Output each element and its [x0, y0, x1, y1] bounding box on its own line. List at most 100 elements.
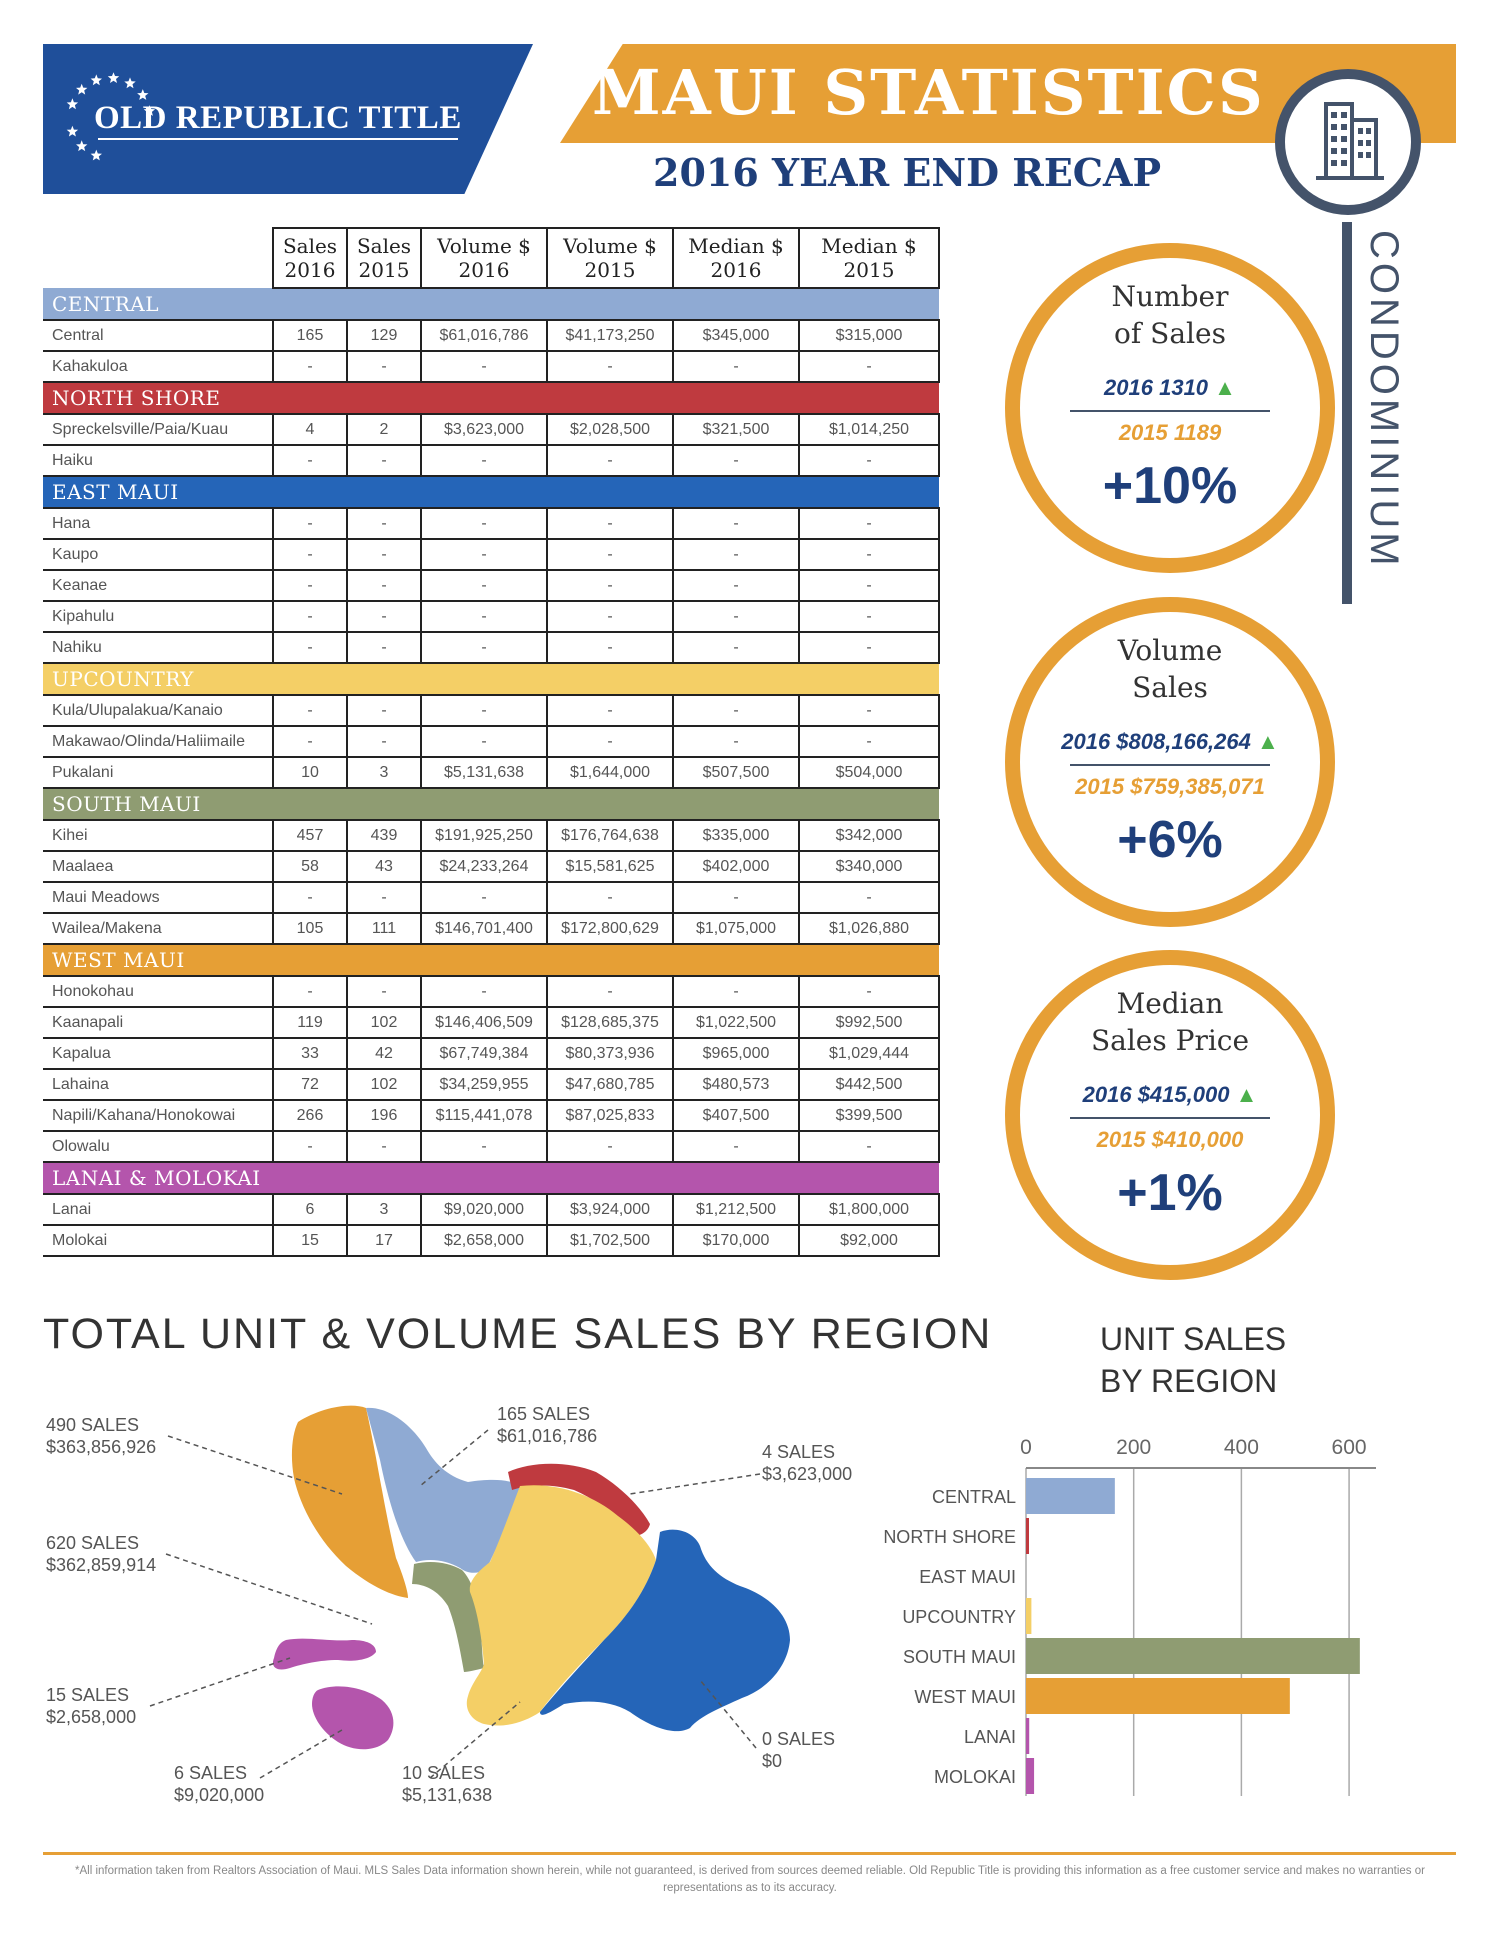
- stat-percent-change: +1%: [1117, 1164, 1223, 1222]
- table-cell: -: [672, 1130, 800, 1163]
- area-name: Maui Meadows: [43, 881, 274, 914]
- category-label: NORTH SHORE: [883, 1527, 1016, 1547]
- map-label-upcountry: 10 SALES $5,131,638: [402, 1763, 493, 1805]
- table-cell: 15: [272, 1224, 348, 1257]
- table-cell: 72: [272, 1068, 348, 1101]
- table-cell: 439: [346, 819, 422, 852]
- stat-divider: [1070, 410, 1270, 412]
- table-cell: -: [420, 507, 548, 540]
- table-header-row: Sales 2016 Sales 2015 Volume $2016 Volume $20…: [43, 227, 940, 289]
- table-cell: $342,000: [798, 819, 940, 852]
- table-row: Maalaea 58 43 $24,233,264 $15,581,625 $402,00…: [43, 850, 940, 883]
- logo-star: [137, 89, 149, 100]
- table-cell: -: [546, 975, 674, 1008]
- up-arrow-icon: ▲: [1256, 729, 1279, 754]
- table-row: Spreckelsville/Paia/Kuau 4 2 $3,623,000 $2,0…: [43, 413, 940, 446]
- stat-2016-value: 2016 $415,000 ▲: [1082, 1082, 1258, 1107]
- table-cell: -: [546, 694, 674, 727]
- table-cell: 105: [272, 912, 348, 945]
- table-cell: $1,075,000: [672, 912, 800, 945]
- area-name: Lahaina: [43, 1068, 274, 1101]
- table-row: Molokai 15 17 $2,658,000 $1,702,500 $170,000 $…: [43, 1224, 940, 1257]
- table-cell: -: [420, 975, 548, 1008]
- stat-percent-change: +10%: [1102, 457, 1238, 515]
- table-cell: -: [346, 569, 422, 602]
- stat-circle: Volume Sales 2016 $808,166,264 ▲ 2015 $759,…: [1005, 597, 1335, 927]
- table-cell: 165: [272, 319, 348, 352]
- area-name: Makawao/Olinda/Haliimaile: [43, 725, 274, 758]
- column-header: Median $2016: [672, 227, 800, 289]
- table-cell: -: [546, 881, 674, 914]
- bar-chart-title-line-2: BY REGION: [1100, 1363, 1278, 1399]
- area-name: Central: [43, 319, 274, 352]
- header-logo-banner: [43, 44, 533, 194]
- map-region-east-maui: [540, 1529, 790, 1732]
- table-cell: -: [672, 694, 800, 727]
- table-cell: -: [346, 694, 422, 727]
- table-cell: $992,500: [798, 1006, 940, 1039]
- region-name: UPCOUNTRY: [43, 663, 939, 695]
- table-row: Kaupo - - - - - -: [43, 538, 940, 571]
- table-cell: $507,500: [672, 756, 800, 789]
- table-cell: -: [420, 881, 548, 914]
- leader-line-upcountry: [429, 1701, 521, 1779]
- table-cell: $1,800,000: [798, 1193, 940, 1226]
- area-name: Kihei: [43, 819, 274, 852]
- bar: [1026, 1598, 1032, 1634]
- map-region-north-shore: [508, 1463, 650, 1536]
- table-row: Kahakuloa - - - - - -: [43, 350, 940, 383]
- map-region-central: [366, 1407, 520, 1573]
- leader-line-molokai: [149, 1657, 291, 1707]
- table-cell: $2,028,500: [546, 413, 674, 446]
- area-name: Kahakuloa: [43, 350, 274, 383]
- table-cell: -: [798, 881, 940, 914]
- footnote: *All information taken from Realtors Ass…: [75, 1865, 1425, 1894]
- table-cell: -: [672, 600, 800, 633]
- region-statistics-table: Sales 2016 Sales 2015 Volume $2016 Volume $20…: [43, 227, 940, 1257]
- region-name: SOUTH MAUI: [43, 788, 939, 820]
- table-cell: -: [272, 507, 348, 540]
- table-cell: -: [798, 507, 940, 540]
- leader-line-north-shore: [629, 1473, 761, 1495]
- area-name: Kula/Ulupalakua/Kanaio: [43, 694, 274, 727]
- table-cell: -: [272, 600, 348, 633]
- map-region-south-maui: [412, 1562, 484, 1672]
- table-cell: -: [420, 600, 548, 633]
- table-cell: -: [272, 725, 348, 758]
- bar: [1026, 1718, 1030, 1754]
- table-cell: -: [346, 350, 422, 383]
- region-header-row: UPCOUNTRY: [43, 663, 939, 695]
- leader-line-west-maui: [167, 1435, 343, 1495]
- leader-line-lanai: [259, 1729, 343, 1779]
- table-cell: -: [420, 1130, 548, 1163]
- region-header-row: NORTH SHORE: [43, 382, 939, 414]
- table-cell: 2: [346, 413, 422, 446]
- table-cell: 3: [346, 756, 422, 789]
- leader-line-central: [419, 1429, 489, 1487]
- region-name: WEST MAUI: [43, 944, 939, 976]
- category-label: UPCOUNTRY: [902, 1607, 1016, 1627]
- table-cell: -: [546, 631, 674, 664]
- footer-divider: [43, 1852, 1456, 1855]
- logo-star: [76, 140, 88, 152]
- table-row: Honokohau - - - - - -: [43, 975, 940, 1008]
- table-corner: [43, 228, 273, 288]
- leader-line-east-maui: [699, 1679, 757, 1749]
- table-cell: -: [798, 600, 940, 633]
- map-region-molokai: [272, 1638, 376, 1670]
- table-cell: $399,500: [798, 1099, 940, 1132]
- table-cell: 457: [272, 819, 348, 852]
- table-cell: -: [672, 569, 800, 602]
- up-arrow-icon: ▲: [1235, 1082, 1258, 1107]
- logo-star: [143, 105, 156, 116]
- table-row: Lahaina 72 102 $34,259,955 $47,680,785 $480,5…: [43, 1068, 940, 1101]
- region-name: NORTH SHORE: [43, 382, 939, 414]
- table-cell: -: [546, 725, 674, 758]
- table-cell: $345,000: [672, 319, 800, 352]
- table-cell: $1,022,500: [672, 1006, 800, 1039]
- table-cell: -: [346, 600, 422, 633]
- table-row: Kipahulu - - - - - -: [43, 600, 940, 633]
- logo-star: [124, 77, 136, 89]
- table-cell: $80,373,936: [546, 1037, 674, 1070]
- table-cell: 129: [346, 319, 422, 352]
